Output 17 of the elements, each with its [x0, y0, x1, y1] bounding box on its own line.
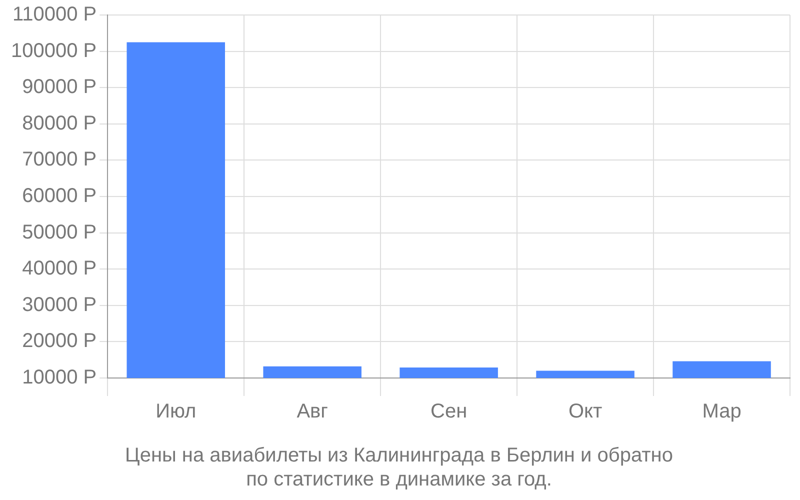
y-tick-label: 20000 Р — [22, 330, 97, 352]
y-tick-label: 30000 Р — [22, 294, 97, 316]
y-tick-label: 70000 Р — [22, 148, 97, 171]
y-tick-label: 40000 Р — [22, 258, 97, 280]
y-tick-label: 90000 Р — [22, 76, 97, 98]
y-tick-label: 10000 Р — [22, 366, 97, 389]
x-tick-label: Окт — [568, 400, 602, 423]
x-tick-label: Мар — [702, 400, 742, 423]
y-tick-label: 100000 Р — [10, 40, 97, 62]
y-tick-label: 110000 Р — [12, 4, 97, 26]
y-tick-label: 60000 Р — [22, 185, 97, 208]
y-tick-label: 50000 Р — [22, 221, 97, 244]
x-tick-label: Июл — [156, 400, 196, 423]
text: Цены на авиабилеты из Калининграда в Берлин и обратно по статистике в динамике за год. — [125, 444, 673, 491]
x-tick-label: Сен — [430, 400, 468, 423]
y-tick-label: 80000 Р — [22, 112, 97, 134]
x-tick-label: Авг — [296, 400, 328, 423]
